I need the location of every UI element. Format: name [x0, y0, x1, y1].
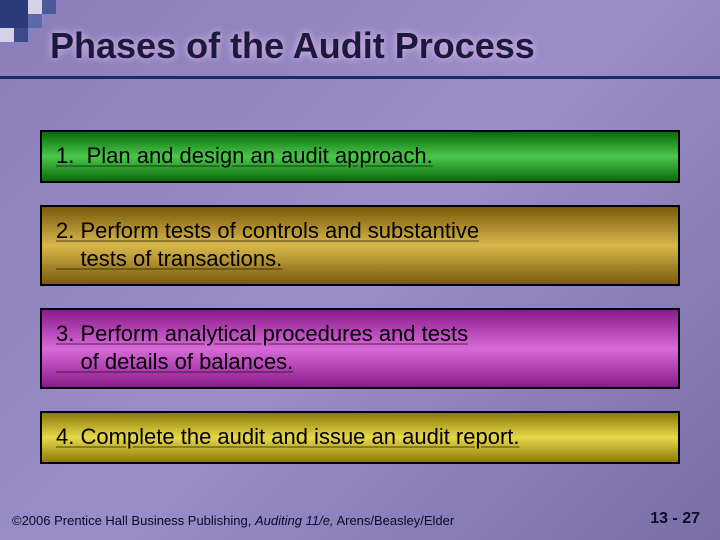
title-underline — [0, 76, 720, 79]
copyright-suffix: Arens/Beasley/Elder — [334, 513, 455, 528]
phase-box-2: 2. Perform tests of controls and substan… — [40, 205, 680, 286]
phase-text: 2. Perform tests of controls and substan… — [56, 218, 479, 272]
phase-text: 4. Complete the audit and issue an audit… — [56, 424, 520, 449]
phase-list: 1. Plan and design an audit approach. 2.… — [40, 130, 680, 464]
phase-box-4: 4. Complete the audit and issue an audit… — [40, 411, 680, 464]
title-container: Phases of the Audit Process — [50, 25, 690, 75]
copyright-prefix: ©2006 Prentice Hall Business Publishing, — [12, 513, 255, 528]
copyright-italic: Auditing 11/e, — [255, 513, 334, 528]
page-number: 13 - 27 — [650, 510, 700, 528]
footer: ©2006 Prentice Hall Business Publishing,… — [12, 510, 700, 528]
copyright: ©2006 Prentice Hall Business Publishing,… — [12, 513, 454, 528]
phase-box-3: 3. Perform analytical procedures and tes… — [40, 308, 680, 389]
phase-text: 3. Perform analytical procedures and tes… — [56, 321, 468, 375]
phase-text: 1. Plan and design an audit approach. — [56, 143, 433, 168]
page-title: Phases of the Audit Process — [50, 25, 690, 75]
phase-box-1: 1. Plan and design an audit approach. — [40, 130, 680, 183]
